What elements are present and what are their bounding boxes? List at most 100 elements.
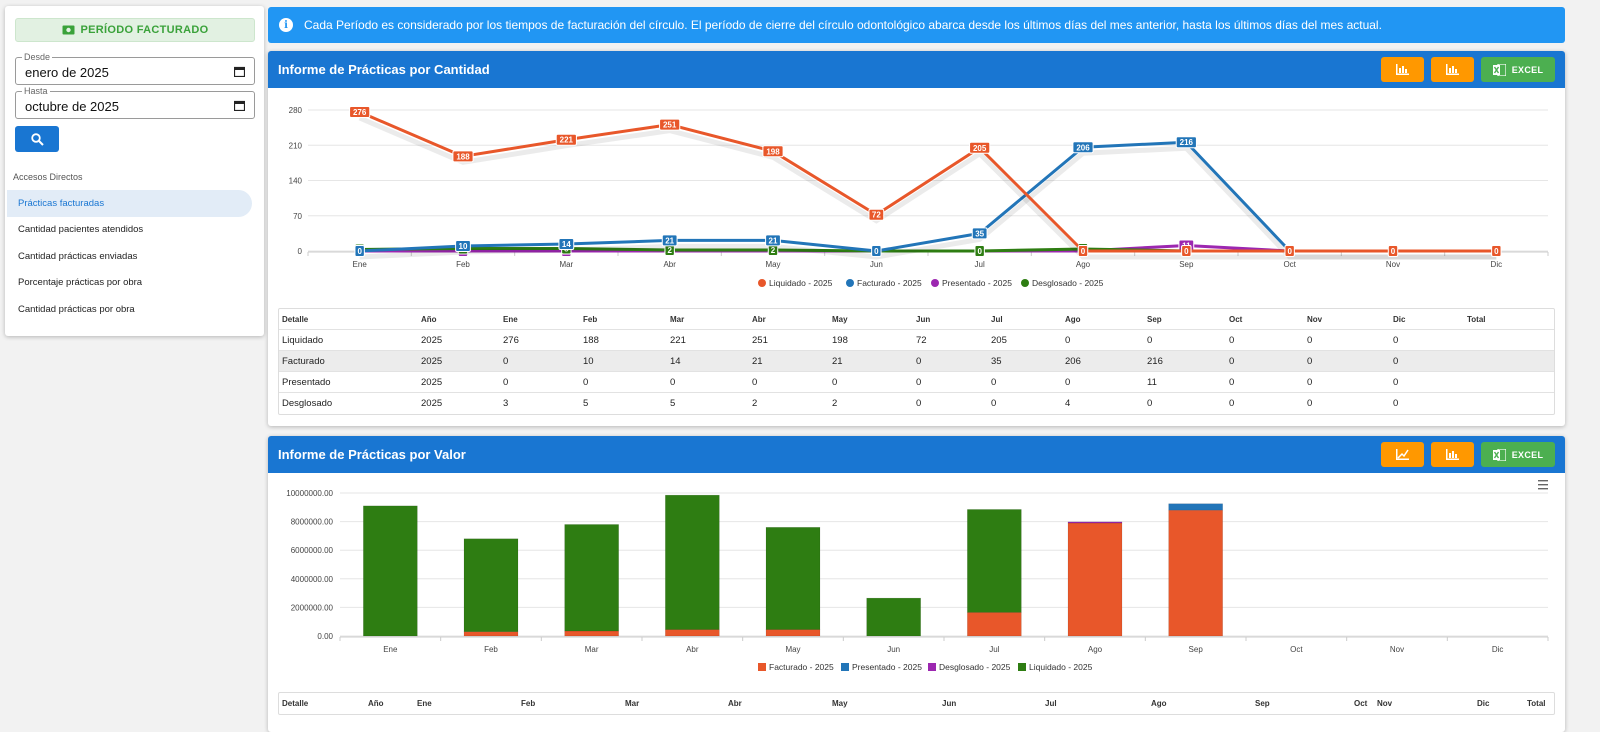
data-label-box [974, 245, 985, 257]
legend-marker [1018, 663, 1026, 671]
stacked-bar-chart-button[interactable] [1431, 57, 1474, 82]
table-cell: 5 [583, 398, 589, 409]
x-tick-label: Sep [1179, 260, 1194, 269]
menu-line [1538, 488, 1548, 490]
hasta-value: octubre de 2025 [25, 99, 119, 114]
line-chart-button[interactable] [1381, 442, 1424, 467]
table-cell: 221 [670, 334, 686, 346]
table-header-cell: Oct [1354, 699, 1368, 708]
table-row: Presentado 2025 0 0 0 0 0 0 0 0 11 0 0 0 [279, 372, 1554, 393]
desde-label: Desde [22, 52, 53, 62]
data-point: 251 [659, 118, 681, 131]
bar-segment [564, 630, 619, 637]
data-label-box [765, 234, 781, 247]
table-header-row: Detalle Año Ene Feb Mar Abr May Jun Jul Ago Sep Oct… [279, 309, 1554, 330]
table-cell: 251 [752, 334, 768, 346]
x-tick-label: Feb [456, 260, 470, 269]
data-label: 21 [769, 236, 778, 245]
table-cell: Desglosado [282, 398, 333, 409]
bar-segment [765, 527, 821, 630]
data-label-box [871, 245, 882, 257]
table-cell: 0 [991, 398, 997, 409]
table-cell: 0 [1307, 355, 1313, 367]
data-point: 0 [1181, 245, 1192, 257]
bar-chart-button[interactable] [1381, 57, 1424, 82]
bar-segment [665, 494, 720, 630]
menu-item-cantidad-por-obra[interactable]: Cantidad prácticas por obra [18, 303, 135, 315]
table-cell: 0 [503, 355, 509, 367]
x-tick-label: Jul [975, 260, 985, 269]
cantidad-title: Informe de Prácticas por Cantidad [278, 62, 490, 77]
data-label-box [969, 141, 991, 154]
chart-menu-icon[interactable] [1538, 480, 1548, 490]
table-cell: 0 [1307, 334, 1313, 346]
x-tick-label: Jul [989, 645, 999, 654]
table-header-cell: Ago [1151, 699, 1167, 708]
menu-item-practicas-enviadas[interactable]: Cantidad prácticas enviadas [18, 250, 138, 262]
menu-item-pacientes-atendidos[interactable]: Cantidad pacientes atendidos [18, 224, 144, 236]
bar-chart-button[interactable] [1431, 442, 1474, 467]
table-header-cell: Total [1527, 699, 1546, 708]
data-label-box [1077, 245, 1089, 257]
excel-export-button[interactable]: EXCEL [1481, 442, 1555, 467]
bar-segment [1168, 509, 1223, 637]
table-cell: 0 [1393, 355, 1399, 367]
table-cell: 0 [1393, 334, 1399, 346]
cantidad-card: Informe de Prácticas por Cantidad EXCEL … [268, 51, 1565, 426]
table-header-cell: May [832, 699, 848, 708]
valor-table: Detalle Año Ene Feb Mar Abr May Jun Jul Ago Sep Oct… [278, 692, 1555, 715]
table-cell: 0 [832, 376, 838, 388]
data-label: 0 [1184, 247, 1189, 256]
data-label: 0 [977, 247, 982, 256]
series-shadow [358, 115, 1497, 260]
excel-icon [1492, 63, 1506, 76]
sidebar: PERÍODO FACTURADO Desde enero de 2025 Ha… [5, 6, 264, 336]
periodo-facturado-button[interactable]: PERÍODO FACTURADO [15, 18, 255, 42]
data-point: 10 [455, 239, 471, 252]
bar-chart-icon [1396, 64, 1409, 75]
table-header-cell: Mar [670, 314, 685, 324]
calendar-icon[interactable] [234, 66, 245, 77]
series-shadow [359, 145, 1497, 260]
x-tick-label: Ene [383, 645, 398, 654]
menu-item-porcentaje-por-obra[interactable]: Porcentaje prácticas por obra [18, 277, 143, 289]
data-label-box [555, 133, 577, 146]
calendar-icon[interactable] [234, 100, 245, 111]
cantidad-card-header: Informe de Prácticas por Cantidad EXCEL [268, 51, 1565, 88]
accesos-directos-title: Accesos Directos [13, 172, 83, 182]
hasta-date-input[interactable]: Hasta octubre de 2025 [15, 86, 255, 119]
legend-label: Facturado - 2025 [857, 278, 922, 288]
data-point: 0 [1077, 245, 1089, 257]
data-point: 276 [349, 106, 371, 119]
data-label: 0 [874, 247, 879, 256]
data-label: 0 [357, 247, 362, 256]
menu-line [1538, 484, 1548, 486]
legend-label: Presentado - 2025 [942, 278, 1012, 288]
desde-date-input[interactable]: Desde enero de 2025 [15, 52, 255, 85]
bar-segment [363, 505, 418, 637]
data-label: 35 [975, 229, 984, 238]
table-cell: 0 [752, 376, 758, 388]
data-label: 10 [459, 242, 468, 251]
table-cell: 205 [991, 334, 1007, 346]
table-cell: 0 [916, 398, 922, 409]
y-tick-label: 0.00 [317, 632, 333, 641]
data-label-box [1175, 136, 1197, 149]
table-header-cell: Ago [1065, 314, 1081, 324]
data-label: 251 [663, 121, 677, 130]
search-button[interactable] [15, 126, 59, 152]
excel-label: EXCEL [1511, 64, 1544, 75]
table-row: Desglosado 2025 3 5 5 2 2 0 0 4 0 0 0 0 [279, 393, 1554, 414]
table-header-cell: Feb [521, 699, 536, 708]
excel-export-button[interactable]: EXCEL [1481, 57, 1555, 82]
x-tick-label: Dic [1491, 260, 1503, 269]
legend-label: Desglosado - 2025 [939, 662, 1011, 672]
data-label: 72 [872, 211, 881, 220]
bar-segment [967, 509, 1022, 613]
menu-item-practicas-facturadas[interactable]: Prácticas facturadas [7, 190, 252, 217]
table-header-cell: Sep [1255, 699, 1270, 708]
x-tick-label: May [785, 645, 800, 654]
table-cell: 11 [1147, 376, 1157, 388]
legend-label: Facturado - 2025 [769, 662, 834, 672]
table-cell: 35 [991, 355, 1002, 367]
